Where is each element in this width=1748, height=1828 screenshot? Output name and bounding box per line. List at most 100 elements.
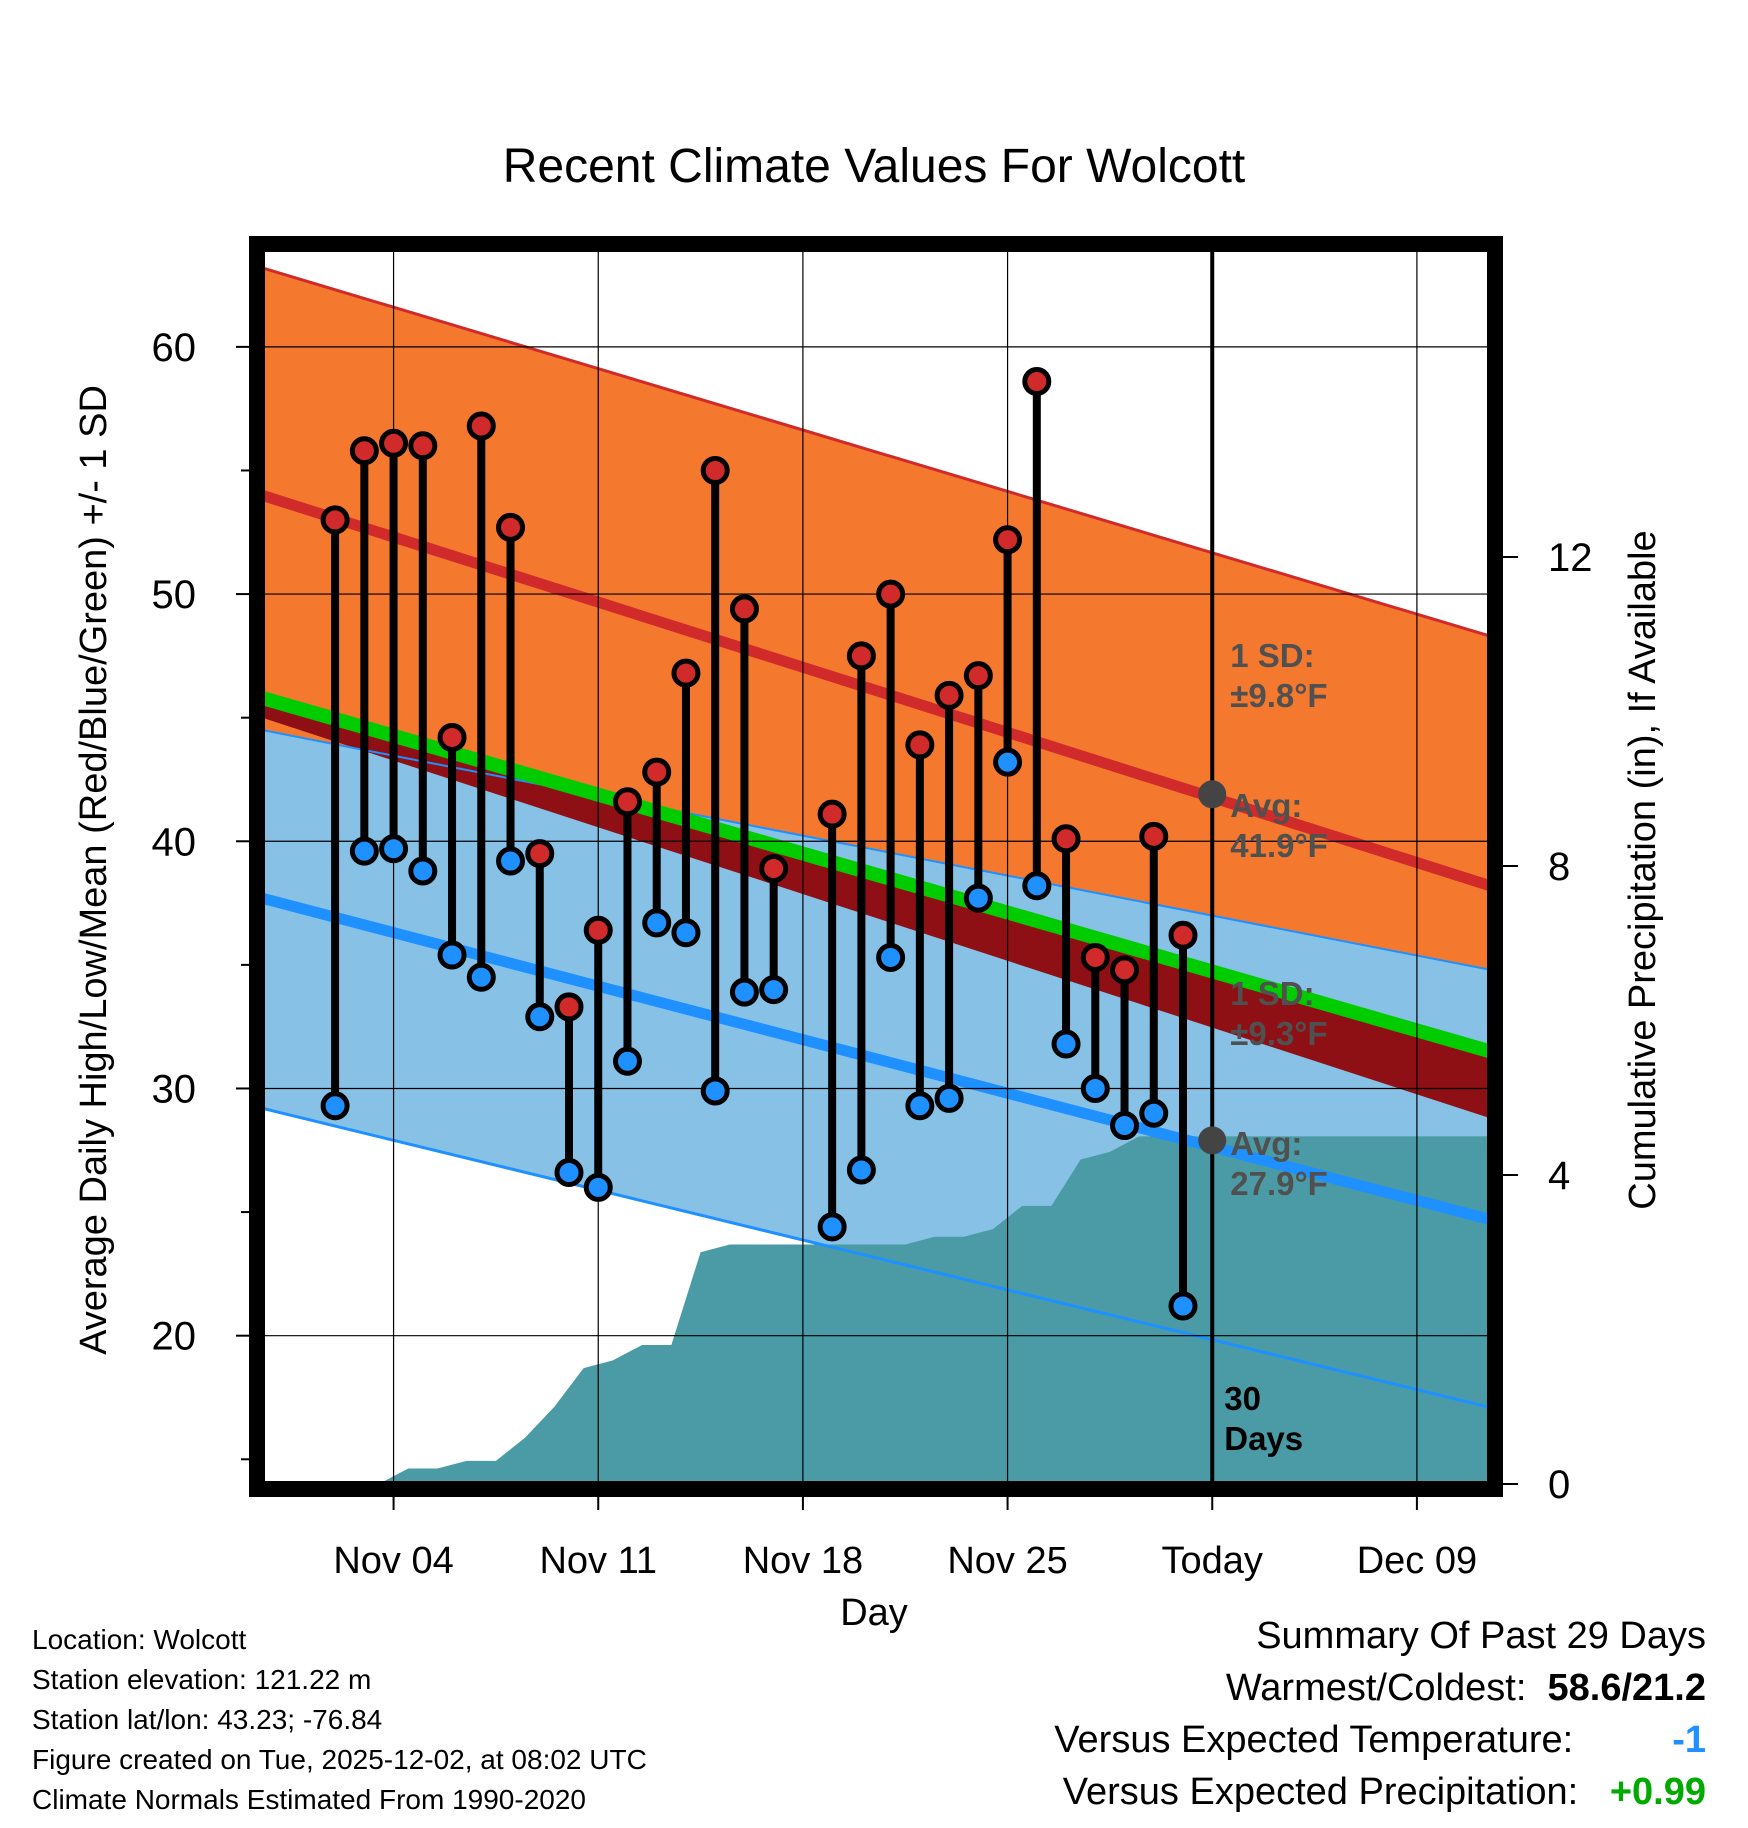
daily-high-marker [700,455,730,485]
warm-cold-value: 58.6/21.2 [1547,1667,1706,1709]
chart-title: Recent Climate Values For Wolcott [503,140,1246,193]
latlon-text: Station lat/lon: 43.23; -76.84 [32,1704,383,1735]
daily-high-marker [934,680,964,710]
daily-high-marker [1110,955,1140,985]
precip-departure-value: +0.99 [1609,1771,1706,1813]
y-tick-label: 20 [152,1315,197,1359]
x-tick-label: Nov 18 [743,1540,863,1582]
x-tick-label: Dec 09 [1357,1540,1477,1582]
low-sd-annotation-line-2: ±9.3°F [1230,1015,1327,1052]
days-annotation-line-2: Days [1224,1420,1303,1457]
y-tick-label: 50 [152,573,197,617]
normal-mean-line [262,691,1490,1059]
daily-low-marker [1051,1029,1081,1059]
axes: 20 30 40 50 60 0 4 8 12 Nov 04 Nov 11 Nov 18 Nov 25 T… [152,326,1593,1582]
y2-axis-label: Cumulative Precipitation (in), If Availa… [1622,530,1664,1209]
daily-low-marker [1139,1098,1169,1128]
daily-low-marker [1080,1073,1110,1103]
daily-low-marker [554,1158,584,1188]
daily-high-marker [671,658,701,688]
created-text: Figure created on Tue, 2025-12-02, at 08… [32,1744,647,1775]
low-sd-annotation-line-1: 1 SD: [1230,975,1314,1012]
high-sd-annotation-line-1: 1 SD: [1230,637,1314,674]
daily-low-marker [408,856,438,886]
daily-high-marker [876,579,906,609]
temp-departure-label: Versus Expected Temperature: [1054,1719,1574,1761]
y-tick-label: 60 [152,326,197,370]
x-tick-label: Nov 25 [947,1540,1067,1582]
high-avg-annotation-line-2: 41.9°F [1230,827,1328,864]
x-tick-label: Nov 11 [539,1540,657,1582]
daily-high-marker [554,992,584,1022]
high-avg-annotation-line-1: Avg: [1230,787,1302,824]
high-sd-annotation-line-2: ±9.8°F [1230,677,1327,714]
today-low-avg-dot [1198,1126,1227,1155]
cumulative-precip-area [305,1136,1490,1484]
plot-frame [249,236,1503,1497]
daily-high-marker [905,730,935,760]
daily-high-marker [466,411,496,441]
low-sd-lower-line [262,1106,1490,1409]
daily-low-marker [729,977,759,1007]
daily-high-marker [759,853,789,883]
y2-tick-label: 12 [1548,536,1593,580]
daily-high-marker [320,505,350,535]
daily-low-marker [993,747,1023,777]
precip-departure-label: Versus Expected Precipitation: [1062,1771,1579,1813]
summary-warm-cold: Warmest/Coldest: 58.6/21.2 [1054,1662,1706,1714]
summary-temp: Versus Expected Temperature: -1 [1054,1714,1706,1766]
daily-high-marker [1168,920,1198,950]
low-avg-annotation-line-1: Avg: [1230,1125,1302,1162]
summary-panel: Summary Of Past 29 Days Warmest/Coldest:… [1054,1610,1706,1818]
daily-low-marker [1022,871,1052,901]
daily-low-marker [642,908,672,938]
temp-departure-value: -1 [1672,1719,1706,1761]
daily-high-marker [379,428,409,458]
normals-text: Climate Normals Estimated From 1990-2020 [32,1784,586,1815]
daily-low-marker [349,836,379,866]
daily-low-marker [437,940,467,970]
daily-high-marker [963,661,993,691]
daily-high-marker [993,525,1023,555]
daily-low-marker [963,883,993,913]
station-info: Location: Wolcott Station elevation: 121… [32,1620,647,1820]
y2-tick-label: 8 [1548,845,1570,889]
data-markers [320,366,1198,1321]
daily-high-marker [349,436,379,466]
daily-high-marker [846,641,876,671]
elevation-text: Station elevation: 121.22 m [32,1664,372,1695]
today-high-avg-dot [1198,780,1227,809]
daily-low-marker [320,1091,350,1121]
daily-low-marker [700,1076,730,1106]
y-tick-label: 30 [152,1067,197,1111]
daily-low-marker [525,1002,555,1032]
daily-low-marker [817,1212,847,1242]
summary-precip: Versus Expected Precipitation: +0.99 [1054,1766,1706,1818]
x-tick-label: Today [1162,1540,1263,1582]
daily-low-marker [671,918,701,948]
daily-high-marker [612,787,642,817]
summary-title: Summary Of Past 29 Days [1256,1615,1706,1657]
daily-high-marker [525,839,555,869]
location-text: Location: Wolcott [32,1624,247,1655]
daily-high-marker [817,799,847,829]
x-axis-label: Day [840,1592,908,1634]
normal-high-line [262,489,1490,892]
daily-low-marker [379,834,409,864]
daily-high-marker [496,512,526,542]
x-tick-label: Nov 04 [333,1540,453,1582]
daily-low-marker [876,942,906,972]
daily-low-marker [905,1091,935,1121]
warm-cold-label: Warmest/Coldest: [1225,1667,1527,1709]
y-axis-label: Average Daily High/Low/Mean (Red/Blue/Gr… [73,385,115,1355]
daily-high-marker [437,722,467,752]
daily-high-marker [408,431,438,461]
daily-low-marker [496,846,526,876]
daily-low-marker [1168,1291,1198,1321]
daily-low-marker [466,962,496,992]
daily-high-marker [1139,821,1169,851]
y-tick-label: 40 [152,820,197,864]
daily-low-marker [759,975,789,1005]
